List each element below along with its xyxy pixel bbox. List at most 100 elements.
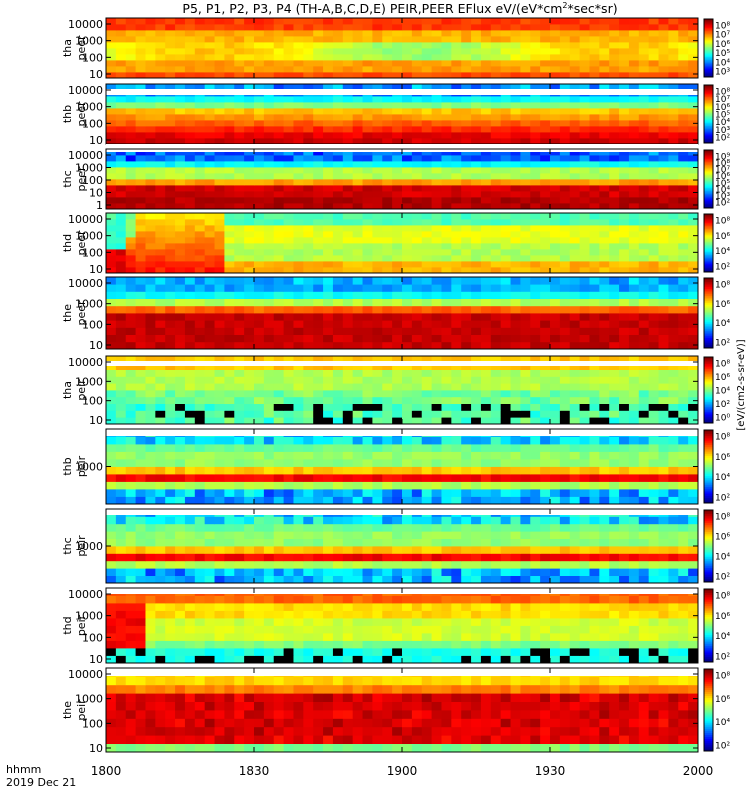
heatmap-cell <box>372 575 383 584</box>
heatmap-cell <box>184 66 196 73</box>
colorbar-segment <box>704 247 713 250</box>
heatmap-cell <box>362 341 373 350</box>
heatmap-cell <box>135 219 146 226</box>
heatmap-cell <box>688 305 699 314</box>
heatmap-cell <box>224 261 235 268</box>
heatmap-cell <box>145 436 156 445</box>
heatmap-cell <box>658 24 669 31</box>
heatmap-cell <box>204 568 215 576</box>
heatmap-cell <box>451 54 462 61</box>
heatmap-cell <box>638 66 650 73</box>
heatmap-cell <box>214 48 225 55</box>
heatmap-cell <box>224 231 235 238</box>
colorbar-segment <box>704 311 713 314</box>
heatmap-cell <box>382 72 393 79</box>
heatmap-cell <box>648 496 659 505</box>
heatmap-cell <box>244 466 255 475</box>
heatmap-cell <box>323 403 334 411</box>
heatmap-cell <box>352 410 363 418</box>
heatmap-cell <box>421 179 432 186</box>
heatmap-cell <box>550 255 561 262</box>
heatmap-cell <box>323 362 334 370</box>
heatmap-cell <box>480 341 492 350</box>
heatmap-cell <box>668 114 679 121</box>
heatmap-cell <box>234 138 245 145</box>
heatmap-cell <box>106 24 117 31</box>
heatmap-cell <box>688 568 699 576</box>
heatmap-cell <box>254 410 265 418</box>
heatmap-cell <box>234 436 245 445</box>
heatmap-cell <box>461 185 472 192</box>
heatmap-cell <box>688 267 699 274</box>
heatmap-cell <box>106 334 117 343</box>
heatmap-cell <box>125 42 136 49</box>
heatmap-cell <box>520 249 531 256</box>
heatmap-cell <box>106 66 117 73</box>
heatmap-cell <box>520 231 531 238</box>
colorbar-segment <box>704 33 713 36</box>
heatmap-cell <box>125 30 136 37</box>
colorbar-segment <box>704 468 713 471</box>
heatmap-cell <box>619 126 630 133</box>
heatmap-cell <box>451 173 462 180</box>
colorbar-segment <box>704 250 713 253</box>
heatmap-cell <box>688 231 699 238</box>
heatmap-cell <box>589 48 600 55</box>
heatmap-cell <box>165 191 176 198</box>
heatmap-cell <box>609 444 620 452</box>
heatmap-cell <box>392 179 403 186</box>
heatmap-cell <box>254 546 265 554</box>
heatmap-cell <box>204 60 215 67</box>
heatmap-cell <box>244 334 255 343</box>
heatmap-cell <box>283 173 294 180</box>
heatmap-cell <box>214 120 225 127</box>
heatmap-cell <box>184 72 196 79</box>
heatmap-cell <box>135 120 146 127</box>
heatmap-cell <box>441 197 452 204</box>
heatmap-cell <box>648 54 659 61</box>
heatmap-cell <box>214 327 225 335</box>
heatmap-cell <box>402 120 413 127</box>
heatmap-cell <box>441 249 452 256</box>
heatmap-cell <box>490 60 502 67</box>
heatmap-cell <box>520 383 531 391</box>
heatmap-cell <box>145 341 156 350</box>
heatmap-cell <box>115 459 127 467</box>
heatmap-cell <box>510 18 521 25</box>
heatmap-cell <box>283 390 294 398</box>
heatmap-cell <box>392 410 403 418</box>
heatmap-cell <box>165 369 176 377</box>
heatmap-cell <box>263 96 275 103</box>
heatmap-cell <box>332 120 344 127</box>
heatmap-cell <box>115 84 127 91</box>
heatmap-cell <box>204 284 215 292</box>
heatmap-cell <box>658 66 669 73</box>
heatmap-cell <box>569 481 580 490</box>
heatmap-cell <box>194 102 206 109</box>
heatmap-cell <box>145 575 156 584</box>
heatmap-cell <box>125 108 136 115</box>
heatmap-cell <box>421 396 432 404</box>
heatmap-cell <box>619 313 630 321</box>
heatmap-cell <box>520 126 531 133</box>
heatmap-cell <box>283 305 294 314</box>
heatmap-cell <box>254 24 265 31</box>
heatmap-cell <box>579 173 590 180</box>
heatmap-cell <box>184 376 196 384</box>
heatmap-cell <box>490 261 502 268</box>
heatmap-cell <box>648 396 659 404</box>
heatmap-cell <box>352 185 363 192</box>
heatmap-cell <box>589 255 600 262</box>
heatmap-cell <box>579 575 590 584</box>
heatmap-cell <box>392 126 403 133</box>
heatmap-cell <box>214 167 225 174</box>
heatmap-cell <box>204 237 215 244</box>
heatmap-cell <box>204 173 215 180</box>
heatmap-cell <box>569 219 580 226</box>
colorbar-segment <box>704 59 713 62</box>
heatmap-cell <box>451 568 462 576</box>
heatmap-cell <box>165 298 176 307</box>
heatmap-cell <box>599 376 610 384</box>
heatmap-cell <box>342 362 354 370</box>
